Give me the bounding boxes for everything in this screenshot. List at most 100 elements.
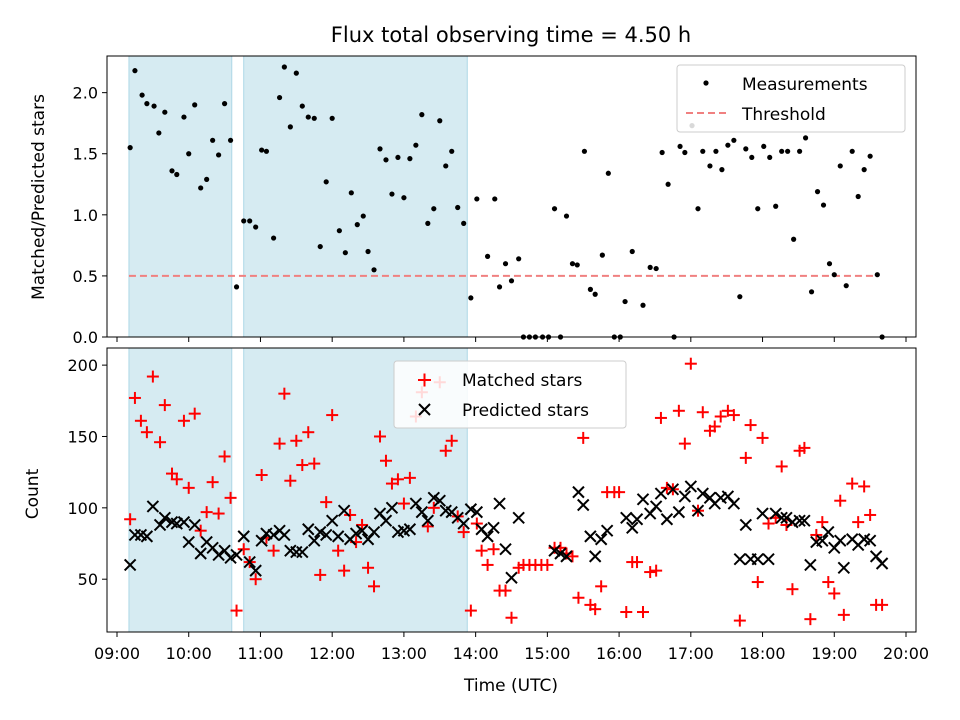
bottom-panel: 50 100 150 200 09:00 10:00 11:00 12:00 13:00 14:… xyxy=(23,347,929,696)
y-tick-label: 0.5 xyxy=(73,267,98,286)
predicted-star-point xyxy=(296,545,309,559)
measurement-point xyxy=(653,265,659,272)
predicted-star-point xyxy=(140,530,154,543)
matched-star-point xyxy=(200,506,213,519)
predicted-star-point xyxy=(499,543,512,556)
predicted-star-point xyxy=(554,547,567,560)
predicted-star-point xyxy=(798,514,811,527)
predicted-star-point xyxy=(470,505,484,519)
measurement-point xyxy=(695,206,701,212)
matched-star-point xyxy=(290,434,303,447)
measurement-point xyxy=(192,102,198,108)
shaded-interval-1 xyxy=(128,55,233,338)
measurement-point xyxy=(144,101,150,107)
x-axis-label: Time (UTC) xyxy=(463,676,558,696)
measurement-point xyxy=(713,148,719,154)
matched-star-point xyxy=(672,404,685,417)
predicted-star-point xyxy=(493,497,506,510)
matched-star-point xyxy=(654,411,667,424)
predicted-star-point xyxy=(733,553,747,566)
measurement-point xyxy=(132,68,138,74)
measurement-point xyxy=(867,153,873,159)
predicted-star-point xyxy=(325,514,339,527)
predicted-star-point xyxy=(481,530,494,543)
measurement-point xyxy=(731,137,737,143)
measurement-point xyxy=(305,114,311,120)
matched-star-point xyxy=(237,543,250,556)
matched-star-point xyxy=(134,414,147,427)
matched-star-point xyxy=(816,516,829,529)
measurement-point xyxy=(855,193,861,200)
matched-star-point xyxy=(804,613,817,626)
predicted-star-point xyxy=(415,505,429,519)
measurement-point xyxy=(861,167,867,173)
matched-star-point xyxy=(487,543,500,556)
measurement-point xyxy=(820,202,827,208)
x-tick-label: 20:00 xyxy=(883,644,929,663)
measurement-point xyxy=(348,190,354,196)
predicted-star-point xyxy=(678,490,692,503)
matched-star-point xyxy=(397,497,410,510)
measurement-point xyxy=(431,206,437,212)
measurement-point xyxy=(797,148,803,154)
predicted-star-point xyxy=(594,533,608,546)
predicted-star-point xyxy=(636,493,650,506)
x-tick-label: 14:00 xyxy=(453,644,499,663)
predicted-star-point xyxy=(588,550,602,563)
predicted-star-point xyxy=(302,523,315,536)
measurement-point xyxy=(407,156,413,162)
matched-star-point xyxy=(696,406,709,419)
measurement-point xyxy=(677,143,683,150)
y-tick-label: 50 xyxy=(78,570,98,589)
matched-star-point xyxy=(194,524,207,537)
predicted-star-point xyxy=(367,525,381,539)
predicted-star-point xyxy=(793,514,806,527)
matched-star-point xyxy=(637,606,649,619)
predicted-star-point xyxy=(243,555,256,569)
predicted-star-point xyxy=(224,551,237,564)
predicted-star-point xyxy=(512,511,525,525)
measurement-point xyxy=(808,289,815,295)
measurement-point xyxy=(281,64,287,70)
y-tick-label: 200 xyxy=(67,356,98,375)
measurement-point xyxy=(599,252,605,258)
measurement-point xyxy=(779,148,785,154)
matched-star-point xyxy=(775,460,788,473)
bottom-shaded-intervals xyxy=(128,347,468,633)
measurement-point xyxy=(419,112,425,118)
matched-star-point xyxy=(810,528,823,541)
measurement-point xyxy=(259,147,265,153)
matched-star-point xyxy=(566,550,579,563)
measurement-point xyxy=(311,115,317,121)
measurement-point xyxy=(413,142,419,148)
measurement-point xyxy=(293,70,299,76)
matched-star-point xyxy=(631,556,644,569)
matched-star-point xyxy=(368,580,381,593)
matched-star-point xyxy=(684,357,697,370)
measurement-point xyxy=(665,181,671,187)
measurement-point xyxy=(767,154,773,161)
predicted-star-point xyxy=(409,497,423,510)
predicted-star-point xyxy=(691,504,705,517)
matched-star-point xyxy=(296,459,309,472)
measurement-point xyxy=(587,286,594,292)
measurement-point xyxy=(508,278,515,284)
matched-star-point xyxy=(146,370,159,383)
predicted-star-point xyxy=(762,553,775,566)
measurement-point xyxy=(700,148,706,154)
predicted-star-point xyxy=(684,480,698,493)
measurement-point xyxy=(210,137,216,143)
matched-star-point xyxy=(124,513,137,526)
measurement-point xyxy=(360,213,366,219)
x-tick-label: 16:00 xyxy=(596,644,642,663)
predicted-star-point xyxy=(308,534,321,547)
predicted-star-point xyxy=(337,504,351,517)
measurement-point xyxy=(443,163,449,169)
y-tick-label: 150 xyxy=(67,427,98,446)
measurement-point xyxy=(496,284,503,290)
matched-star-point xyxy=(362,561,375,574)
chart-title: Flux total observing time = 4.50 h xyxy=(331,23,691,47)
measurement-point xyxy=(437,118,443,124)
predicted-star-point xyxy=(194,547,207,560)
measurement-point xyxy=(342,250,348,256)
